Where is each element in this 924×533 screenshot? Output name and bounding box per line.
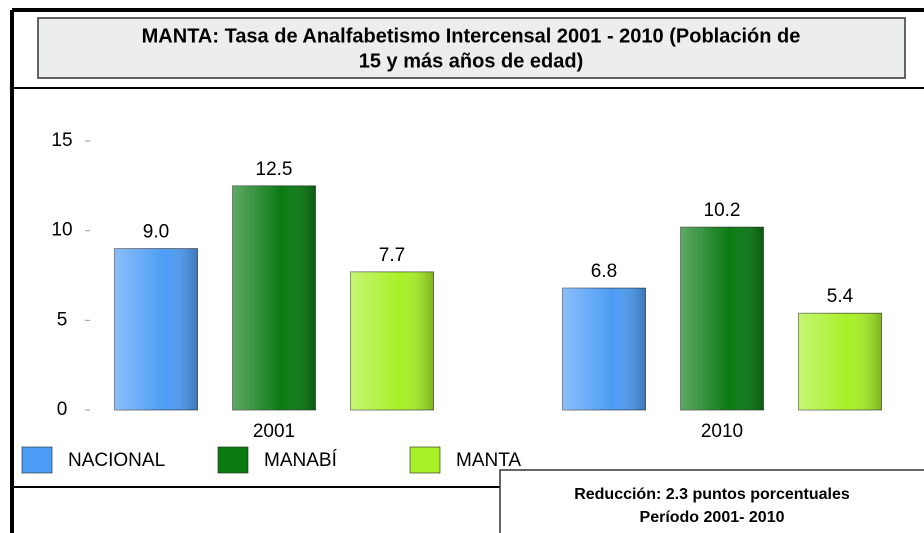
legend-swatch xyxy=(217,446,249,474)
bar-shine xyxy=(232,185,316,410)
annotation: Período 2001- 2010 xyxy=(640,509,785,526)
x-tick-label: 2010 xyxy=(701,421,743,442)
x-tick-label: 2001 xyxy=(253,421,295,442)
bar-shine xyxy=(680,227,764,410)
annotation: Reducción: 2.3 puntos porcentuales xyxy=(574,486,850,503)
value-label: 6.8 xyxy=(591,261,617,282)
legend-swatch xyxy=(21,446,53,474)
chart-title: 15 y más años de edad) xyxy=(359,50,584,72)
bar-shine xyxy=(562,288,646,410)
y-tick-label: 10 xyxy=(51,220,72,241)
legend-label: MANTA xyxy=(456,450,521,471)
value-label: 7.7 xyxy=(379,245,405,266)
y-tick-label: 15 xyxy=(51,130,72,151)
value-label: 12.5 xyxy=(256,159,293,180)
value-label: 5.4 xyxy=(827,286,854,307)
legend-label: NACIONAL xyxy=(68,450,165,471)
y-tick-label: 0 xyxy=(57,399,68,420)
bar-shine xyxy=(350,271,434,410)
annotation-box xyxy=(499,469,924,533)
title-box xyxy=(37,17,906,79)
y-tick-label: 5 xyxy=(57,309,68,330)
bar-shine xyxy=(798,313,882,410)
bar-shine xyxy=(114,248,198,410)
value-label: 10.2 xyxy=(704,200,741,221)
legend-swatch xyxy=(409,446,441,474)
value-label: 9.0 xyxy=(143,222,169,243)
chart-title: MANTA: Tasa de Analfabetismo Intercensal… xyxy=(142,25,801,47)
legend-label: MANABÍ xyxy=(264,450,338,471)
